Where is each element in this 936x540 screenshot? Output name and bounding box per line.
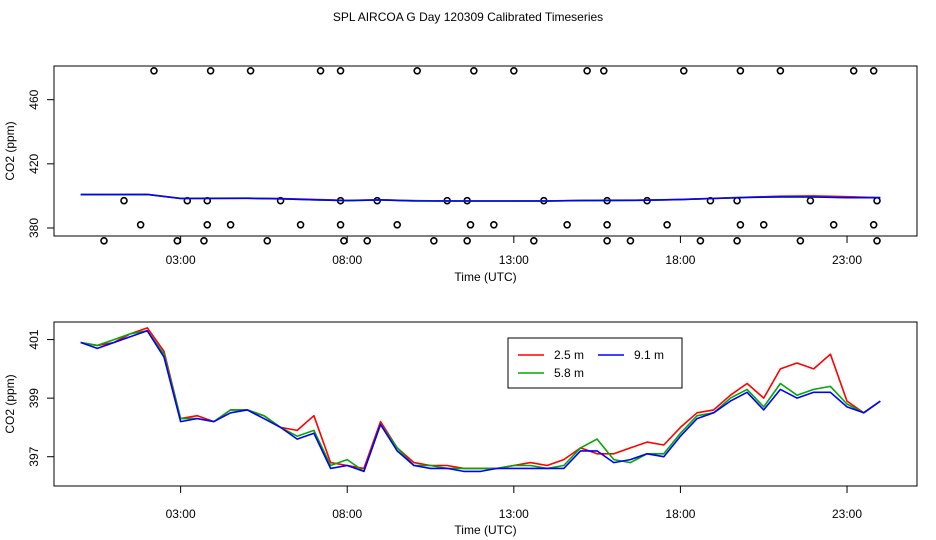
outlier-point <box>470 67 478 75</box>
x-tick-label: 23:00 <box>832 507 862 521</box>
outlier-point <box>626 237 635 245</box>
y-tick-label: 399 <box>27 388 41 408</box>
outlier-point <box>696 237 705 245</box>
outlier-point <box>490 220 498 229</box>
outlier-point <box>316 67 325 75</box>
outlier-point <box>679 67 688 75</box>
outlier-point <box>430 237 438 245</box>
outlier-point <box>226 220 235 229</box>
outlier-point <box>393 220 402 229</box>
outlier-point <box>203 220 212 229</box>
outlier-point <box>563 220 571 229</box>
outlier-point <box>736 220 745 229</box>
outlier-point <box>363 237 372 245</box>
outlier-point <box>466 220 475 229</box>
outlier-point <box>829 220 838 229</box>
outlier-point <box>336 220 345 229</box>
outlier-point <box>246 67 255 75</box>
x-tick-label: 23:00 <box>832 253 862 267</box>
outlier-point <box>296 220 305 229</box>
series-line-91m <box>80 329 881 473</box>
outlier-point <box>530 237 538 245</box>
outlier-point <box>599 67 608 75</box>
x-tick-label: 08:00 <box>332 253 362 267</box>
legend: 2.5 m 5.8 m 9.1 m <box>507 337 683 389</box>
outlier-point <box>733 237 741 245</box>
plot-frame <box>53 321 918 487</box>
y-axis-label: CO2 (ppm) <box>3 121 17 180</box>
x-axis-label: Time (UTC) <box>454 270 516 284</box>
outlier-point <box>873 237 881 245</box>
outlier-point <box>100 237 108 245</box>
y-tick-label: 401 <box>27 329 41 349</box>
outlier-point <box>603 237 611 245</box>
x-axis-label: Time (UTC) <box>454 523 516 537</box>
series-line-91m <box>80 193 881 202</box>
outlier-point <box>173 237 182 245</box>
x-tick-label: 18:00 <box>665 253 695 267</box>
outlier-point <box>759 220 768 229</box>
legend-label: 2.5 m <box>554 348 584 362</box>
y-tick-label: 397 <box>27 446 41 466</box>
outlier-point <box>463 237 471 245</box>
legend-box <box>507 337 683 389</box>
x-tick-label: 13:00 <box>499 253 529 267</box>
outlier-point <box>776 67 785 75</box>
outlier-point <box>510 67 518 75</box>
outlier-point <box>583 67 591 75</box>
bottom-panel: 03:00 08:00 13:00 18:00 23:00 Time (UTC) 397 39… <box>3 321 918 537</box>
outlier-point <box>206 67 215 75</box>
outlier-point <box>336 67 345 75</box>
legend-label: 9.1 m <box>634 348 664 362</box>
outlier-point <box>663 220 671 229</box>
outlier-point <box>276 196 285 205</box>
outlier-point <box>136 220 145 229</box>
outlier-point <box>413 67 421 75</box>
outlier-point <box>263 237 272 245</box>
x-tick-label: 18:00 <box>665 507 695 521</box>
x-tick-label: 03:00 <box>166 507 196 521</box>
legend-label: 5.8 m <box>554 366 584 380</box>
top-panel: 03:00 08:00 13:00 18:00 23:00 Time (UTC) 380 42… <box>3 65 918 284</box>
x-tick-label: 08:00 <box>332 507 362 521</box>
outlier-point <box>736 67 745 75</box>
outlier-point <box>849 67 858 75</box>
outlier-point <box>869 67 878 75</box>
outlier-point <box>796 237 805 245</box>
plot-frame <box>53 65 918 237</box>
outlier-point <box>150 67 158 75</box>
x-tick-label: 13:00 <box>499 507 529 521</box>
outlier-point <box>340 237 348 245</box>
y-tick-label: 380 <box>27 218 41 238</box>
outlier-point <box>869 220 878 229</box>
y-tick-label: 460 <box>27 89 41 109</box>
y-axis-label: CO2 (ppm) <box>3 374 17 433</box>
outlier-point <box>120 196 128 205</box>
outlier-point <box>200 237 208 245</box>
x-tick-label: 03:00 <box>166 253 196 267</box>
outlier-point <box>603 220 611 229</box>
y-tick-label: 420 <box>27 153 41 173</box>
figure-title: SPL AIRCOA G Day 120309 Calibrated Times… <box>333 10 603 24</box>
